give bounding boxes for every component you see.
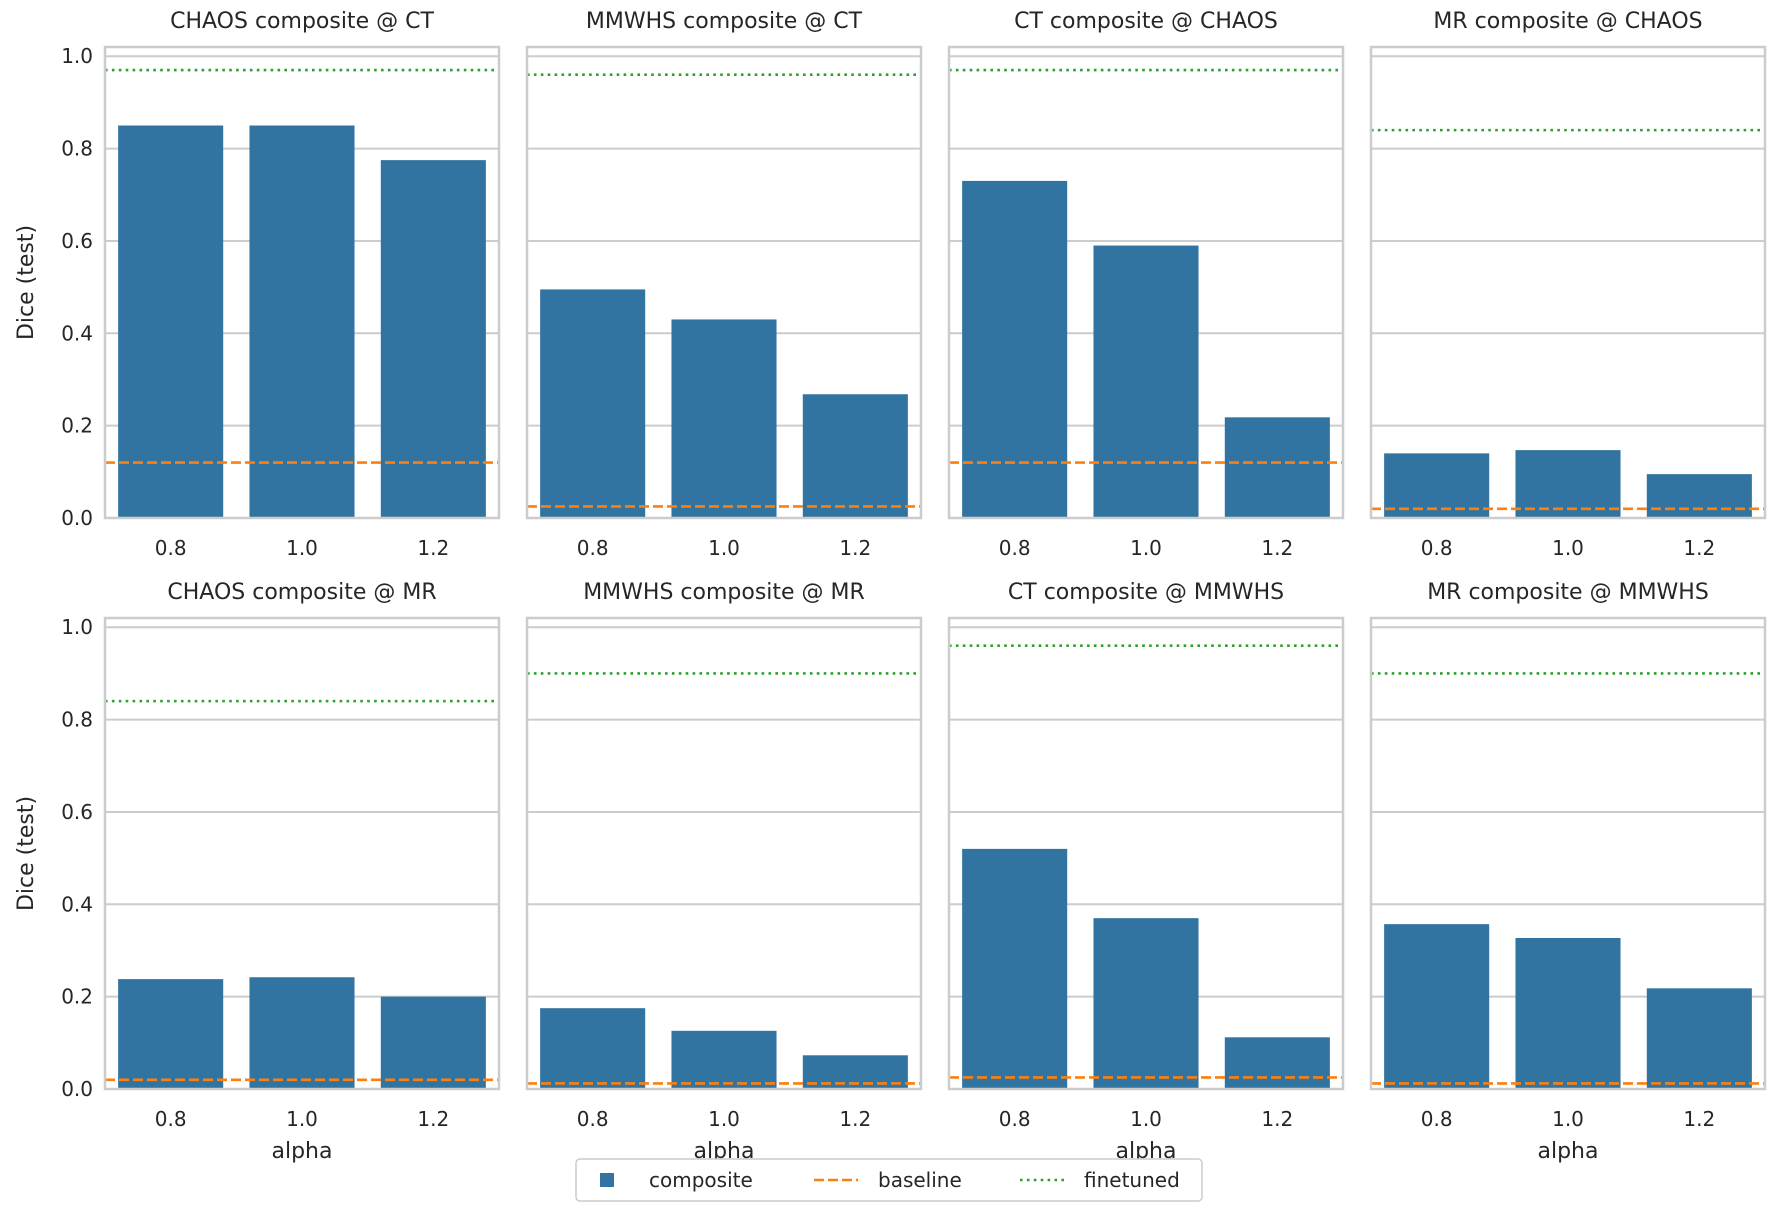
x-tick-label: 1.0 <box>286 1107 318 1131</box>
panel-8: MR composite @ MMWHS 0.8 1.0 1.2 alpha <box>1369 580 1767 1164</box>
y-tick-label: 0.6 <box>61 229 93 253</box>
x-tick-label: 0.8 <box>155 536 187 560</box>
panel-title: CT composite @ MMWHS <box>1008 580 1284 605</box>
panel-title: MMWHS composite @ MR <box>583 580 865 605</box>
x-tick-label: 1.2 <box>417 1107 449 1131</box>
legend-label-composite: composite <box>649 1168 753 1192</box>
x-tick-label: 0.8 <box>577 536 609 560</box>
bar <box>380 996 486 1089</box>
x-tick-label: 1.0 <box>1130 1107 1162 1131</box>
bar <box>1384 453 1490 518</box>
y-axis-label: Dice (test) <box>14 225 39 340</box>
bar <box>1093 918 1199 1089</box>
y-tick-label: 0.4 <box>61 321 93 345</box>
x-tick-label: 1.0 <box>1552 536 1584 560</box>
panel-2: MMWHS composite @ CT 0.8 1.0 1.2 <box>525 9 923 560</box>
panel-4: MR composite @ CHAOS 0.8 1.0 1.2 <box>1369 9 1767 560</box>
legend-handle-composite <box>600 1173 614 1187</box>
y-axis-label: Dice (test) <box>14 796 39 911</box>
bar <box>962 848 1068 1089</box>
axes-frame <box>947 616 1345 1091</box>
axes-frame <box>1369 616 1767 1091</box>
x-tick-label: 1.2 <box>839 1107 871 1131</box>
y-tick-label: 0.2 <box>61 414 93 438</box>
y-tick-label: 0.0 <box>61 1077 93 1101</box>
axes-frame <box>103 45 501 520</box>
axes-frame <box>103 616 501 1091</box>
bar <box>1515 938 1621 1089</box>
bar <box>380 160 486 518</box>
legend: composite baseline finetuned <box>575 1158 1203 1202</box>
x-tick-label: 1.0 <box>1552 1107 1584 1131</box>
x-tick-label: 1.0 <box>286 536 318 560</box>
y-tick-label: 0.8 <box>61 708 93 732</box>
x-tick-label: 1.2 <box>1683 536 1715 560</box>
y-tick-label: 0.0 <box>61 506 93 530</box>
axes-frame <box>947 45 1345 520</box>
y-tick-label: 1.0 <box>61 615 93 639</box>
bar <box>249 125 355 518</box>
bar <box>1515 450 1621 518</box>
x-tick-label: 0.8 <box>155 1107 187 1131</box>
y-tick-label: 0.4 <box>61 892 93 916</box>
y-tick-label: 0.2 <box>61 985 93 1009</box>
panel-title: CT composite @ CHAOS <box>1014 9 1278 34</box>
panel-title: CHAOS composite @ CT <box>170 9 434 34</box>
bar <box>802 394 908 518</box>
axes-frame <box>1369 45 1767 520</box>
x-tick-label: 1.2 <box>1683 1107 1715 1131</box>
y-tick-label: 1.0 <box>61 44 93 68</box>
panel-title: MR composite @ MMWHS <box>1427 580 1709 605</box>
x-tick-label: 1.2 <box>839 536 871 560</box>
bar <box>671 1030 777 1089</box>
bar <box>540 1008 646 1089</box>
panel-5: CHAOS composite @ MR 0.8 1.0 1.2 0.0 0.2 0.4 0.… <box>14 580 501 1164</box>
x-axis-label: alpha <box>272 1139 333 1164</box>
panel-3: CT composite @ CHAOS 0.8 1.0 1.2 <box>947 9 1345 560</box>
panel-title: MR composite @ CHAOS <box>1433 9 1702 34</box>
panel-1: CHAOS composite @ CT 0.8 1.0 1.2 0.0 0.2 0.4 0.… <box>14 9 501 560</box>
bar <box>1384 924 1490 1089</box>
x-tick-label: 1.2 <box>1261 536 1293 560</box>
bar <box>249 977 355 1089</box>
panel-title: CHAOS composite @ MR <box>167 580 436 605</box>
bar <box>962 180 1068 519</box>
bar <box>1224 417 1330 518</box>
y-tick-label: 0.6 <box>61 800 93 824</box>
x-tick-label: 0.8 <box>1421 1107 1453 1131</box>
bar <box>118 979 224 1089</box>
panels: CHAOS composite @ CT 0.8 1.0 1.2 0.0 0.2 0.4 0.… <box>14 9 1767 1164</box>
x-tick-label: 0.8 <box>577 1107 609 1131</box>
axes-frame <box>525 45 923 520</box>
legend-label-finetuned: finetuned <box>1084 1168 1180 1192</box>
x-axis-label: alpha <box>1538 1139 1599 1164</box>
x-tick-label: 0.8 <box>1421 536 1453 560</box>
x-tick-label: 1.2 <box>1261 1107 1293 1131</box>
legend-label-baseline: baseline <box>878 1168 962 1192</box>
y-tick-label: 0.8 <box>61 137 93 161</box>
bar <box>1093 245 1199 518</box>
bar <box>1224 1037 1330 1089</box>
x-tick-label: 0.8 <box>999 536 1031 560</box>
bar <box>1646 988 1752 1089</box>
x-tick-label: 0.8 <box>999 1107 1031 1131</box>
axes-frame <box>525 616 923 1091</box>
bar <box>540 289 646 518</box>
x-tick-label: 1.0 <box>708 1107 740 1131</box>
x-tick-label: 1.2 <box>417 536 449 560</box>
x-tick-label: 1.0 <box>1130 536 1162 560</box>
panel-title: MMWHS composite @ CT <box>586 9 863 34</box>
legend-frame <box>575 1158 1203 1202</box>
bar <box>671 319 777 518</box>
bar <box>118 125 224 518</box>
bar <box>1646 474 1752 518</box>
x-tick-label: 1.0 <box>708 536 740 560</box>
